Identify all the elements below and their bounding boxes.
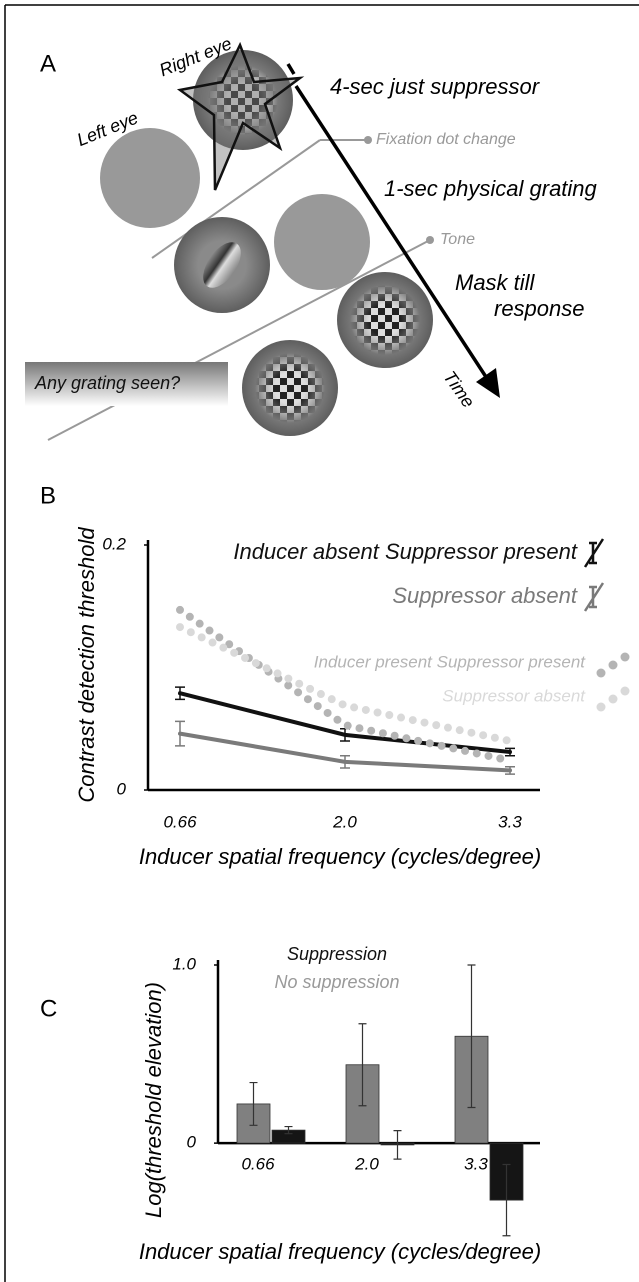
event-label: Fixation dot change: [376, 131, 516, 148]
series-line: [176, 605, 514, 765]
error-bar: [505, 747, 515, 757]
separator: [151, 139, 321, 259]
left-eye-disc: [100, 128, 200, 228]
stage-label: Mask till: [455, 270, 536, 295]
separator: [47, 239, 431, 441]
legend-symbol: [596, 668, 606, 678]
legend-symbol: [620, 686, 630, 696]
series-line: [176, 623, 514, 745]
legend-label: Suppression: [287, 944, 387, 964]
x-tick-label: 2.0: [354, 1154, 379, 1173]
y-axis-label: Log(threshold elevation): [141, 982, 166, 1218]
error-bar: [175, 686, 185, 701]
checkerboard: [255, 353, 325, 423]
legend-label: No suppression: [274, 972, 399, 992]
x-tick-label: 0.66: [163, 812, 197, 831]
error-bar: [393, 1130, 402, 1160]
time-label: Time: [439, 367, 478, 411]
error-bar: [249, 1081, 258, 1126]
panel-label: C: [40, 995, 57, 1022]
legend-symbol: [596, 702, 606, 712]
panel-label: B: [40, 482, 56, 509]
y-tick-label: 0.2: [102, 534, 126, 553]
x-axis-label: Inducer spatial frequency (cycles/degree…: [139, 844, 541, 869]
star: [176, 41, 305, 191]
legend-label: Inducer present Suppressor present: [314, 652, 586, 671]
stage-label: 4-sec just suppressor: [330, 74, 541, 99]
dot: [364, 136, 372, 144]
y-tick-label: 0: [117, 779, 127, 798]
error-bar: [467, 964, 476, 1109]
x-axis-label: Inducer spatial frequency (cycles/degree…: [139, 1239, 541, 1264]
time-arrow: [294, 85, 490, 381]
x-tick-label: 3.3: [498, 812, 522, 831]
error-bar: [340, 754, 350, 769]
stage-label: 1-sec physical grating: [384, 176, 598, 201]
error-bar: [358, 1023, 367, 1107]
panel-a: A Left eye Right eye 4-sec just suppress…: [25, 33, 598, 441]
y-tick-label: 0: [187, 1133, 197, 1152]
y-axis-label: Contrast detection threshold: [74, 527, 99, 803]
legend-label: Suppressor absent: [442, 686, 586, 705]
legend-symbol: [608, 660, 618, 670]
arrow-head: [476, 368, 500, 398]
question: Any grating seen?: [34, 373, 180, 393]
grating: [203, 242, 241, 288]
checkerboard: [350, 285, 420, 355]
legend-symbol: [620, 652, 630, 662]
question-box: [25, 362, 228, 406]
legend-label: Suppressor absent: [392, 583, 578, 608]
error-bar: [505, 765, 515, 775]
legend-symbol: [608, 694, 618, 704]
event-label: Tone: [440, 231, 475, 248]
legend-symbol: [583, 538, 605, 568]
error-bar: [502, 1163, 511, 1237]
error-bar: [284, 1125, 293, 1135]
dot: [426, 236, 434, 244]
panel-label: A: [40, 50, 56, 77]
x-tick-label: 3.3: [464, 1154, 488, 1173]
legend-symbol: [583, 582, 605, 612]
stage-label: response: [494, 296, 585, 321]
blank-disc: [274, 194, 370, 290]
error-bar: [175, 720, 185, 747]
tick: [286, 63, 296, 75]
y-tick-label: 1.0: [172, 954, 196, 973]
x-tick-label: 0.66: [241, 1154, 275, 1173]
x-tick-label: 2.0: [332, 812, 357, 831]
legend-label: Inducer absent Suppressor present: [233, 539, 578, 564]
